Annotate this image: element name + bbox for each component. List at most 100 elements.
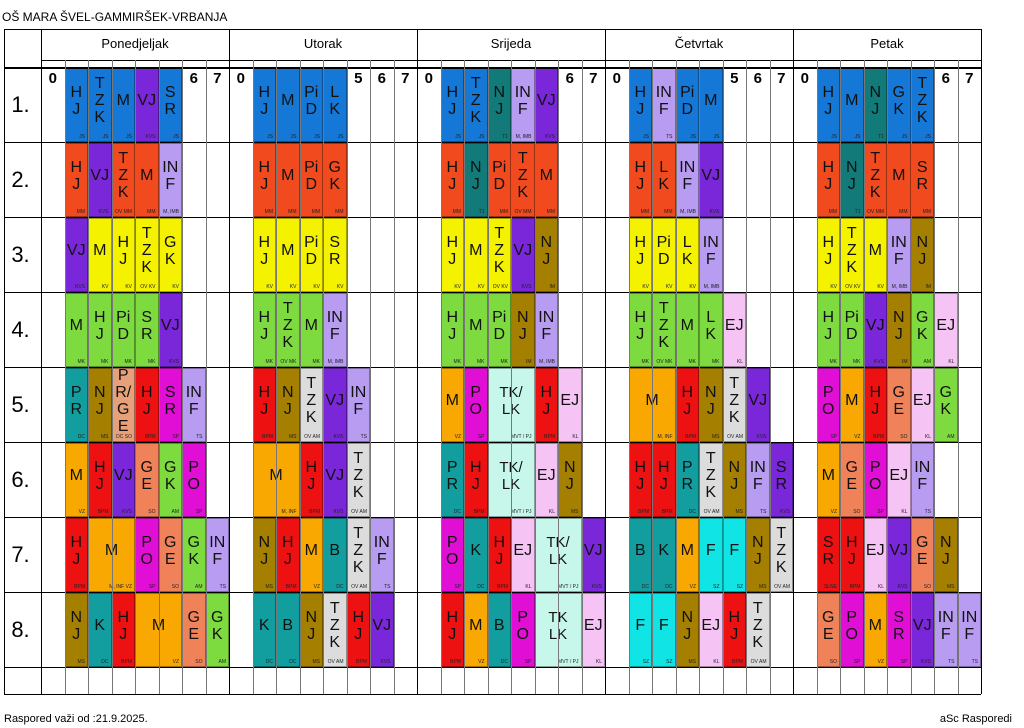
lesson-cell[interactable]: N J MS bbox=[675, 593, 699, 667]
lesson-cell[interactable]: P R DC bbox=[675, 443, 699, 517]
lesson-cell[interactable]: H J BPM bbox=[346, 593, 370, 667]
lesson-cell[interactable]: M VZ bbox=[64, 443, 88, 517]
lesson-cell[interactable]: H J JS bbox=[628, 68, 652, 142]
lesson-cell[interactable]: VJ KVS bbox=[511, 218, 535, 292]
lesson-cell[interactable]: G E SO bbox=[135, 443, 159, 517]
lesson-cell[interactable]: VJ KVS bbox=[746, 368, 770, 442]
lesson-cell[interactable]: G K MM bbox=[323, 143, 347, 217]
lesson-cell[interactable]: G E SO bbox=[887, 368, 911, 442]
lesson-cell[interactable]: N J T1 bbox=[840, 143, 864, 217]
lesson-cell[interactable]: K DC bbox=[464, 518, 488, 592]
lesson-cell[interactable]: VJ KVS bbox=[887, 518, 911, 592]
lesson-cell[interactable]: VJ KVS bbox=[323, 368, 347, 442]
lesson-cell[interactable]: H J BPM bbox=[88, 443, 112, 517]
lesson-cell[interactable]: L K MM bbox=[652, 143, 676, 217]
lesson-cell[interactable]: T Z K JS bbox=[88, 68, 112, 142]
lesson-cell[interactable]: H J BPM bbox=[675, 368, 699, 442]
lesson-cell[interactable]: M JS bbox=[699, 68, 723, 142]
lesson-cell[interactable]: IN F M, IMB bbox=[323, 293, 347, 367]
lesson-cell[interactable]: G K KV bbox=[158, 218, 182, 292]
lesson-cell[interactable]: H J BPM bbox=[863, 368, 887, 442]
lesson-cell[interactable]: S R MM bbox=[910, 143, 934, 217]
lesson-cell[interactable]: K DC bbox=[88, 593, 112, 667]
lesson-cell[interactable]: H J BPM bbox=[487, 518, 511, 592]
lesson-cell[interactable]: N J T1 bbox=[464, 143, 488, 217]
lesson-cell[interactable]: P O SP bbox=[182, 443, 206, 517]
lesson-cell[interactable]: Pi D KV bbox=[652, 218, 676, 292]
lesson-cell[interactable]: IN F M, IMB bbox=[887, 218, 911, 292]
lesson-cell[interactable]: M VZ bbox=[840, 368, 864, 442]
lesson-cell[interactable]: N J MS bbox=[64, 593, 88, 667]
lesson-cell[interactable]: B DC bbox=[323, 518, 347, 592]
lesson-cell[interactable]: S R KVS bbox=[769, 443, 793, 517]
lesson-cell[interactable]: H J BPM bbox=[111, 593, 135, 667]
lesson-cell[interactable]: H J MK bbox=[440, 293, 464, 367]
lesson-cell[interactable]: P O SP bbox=[840, 593, 864, 667]
lesson-cell[interactable]: H J KV bbox=[816, 218, 840, 292]
lesson-cell[interactable]: IN F TS bbox=[746, 443, 770, 517]
lesson-cell[interactable]: M VZ bbox=[440, 368, 464, 442]
lesson-cell[interactable]: H J KV bbox=[252, 218, 276, 292]
lesson-cell[interactable]: M MK bbox=[64, 293, 88, 367]
lesson-cell[interactable]: EJ KL bbox=[863, 518, 887, 592]
lesson-cell[interactable]: H J BPM bbox=[652, 443, 676, 517]
lesson-cell[interactable]: T Z K OV AM bbox=[746, 593, 770, 667]
lesson-cell[interactable]: T Z K OV MM bbox=[511, 143, 535, 217]
lesson-cell[interactable]: IN F TS bbox=[346, 368, 370, 442]
lesson-cell[interactable]: T Z K OV MM bbox=[111, 143, 135, 217]
lesson-cell[interactable]: IN F TS bbox=[205, 518, 229, 592]
lesson-cell[interactable]: EJ KL bbox=[910, 368, 934, 442]
lesson-cell[interactable]: T Z K OV AM bbox=[346, 518, 370, 592]
lesson-cell[interactable]: H J MK bbox=[628, 293, 652, 367]
lesson-cell[interactable]: H J BPM bbox=[464, 443, 488, 517]
lesson-cell[interactable]: G K JS bbox=[887, 68, 911, 142]
lesson-cell[interactable]: H J BPM bbox=[252, 368, 276, 442]
lesson-cell[interactable]: F SZ bbox=[699, 518, 723, 592]
lesson-cell[interactable]: S R SP bbox=[158, 368, 182, 442]
lesson-cell[interactable]: IN F TS bbox=[957, 593, 981, 667]
lesson-cell[interactable]: N J T1 bbox=[863, 68, 887, 142]
lesson-cell[interactable]: IN F M, IMB bbox=[534, 293, 558, 367]
lesson-cell[interactable]: T Z K OV MK bbox=[652, 293, 676, 367]
lesson-cell[interactable]: M VZ bbox=[863, 593, 887, 667]
lesson-cell[interactable]: L K JS bbox=[323, 68, 347, 142]
lesson-cell[interactable]: F SZ bbox=[652, 593, 676, 667]
lesson-cell[interactable]: T Z K JS bbox=[910, 68, 934, 142]
lesson-cell[interactable]: VJ KVS bbox=[323, 443, 347, 517]
lesson-cell[interactable]: N J MS bbox=[252, 518, 276, 592]
lesson-cell[interactable]: IN F TS bbox=[910, 443, 934, 517]
lesson-cell[interactable]: Pi D KV bbox=[299, 218, 323, 292]
lesson-cell[interactable]: VJ KVS bbox=[910, 593, 934, 667]
lesson-cell[interactable]: B DC bbox=[487, 593, 511, 667]
lesson-cell[interactable]: M KV bbox=[863, 218, 887, 292]
lesson-cell[interactable]: G E SO bbox=[910, 518, 934, 592]
lesson-cell[interactable]: N J T1 bbox=[487, 68, 511, 142]
lesson-cell[interactable]: H J MM bbox=[252, 143, 276, 217]
lesson-cell[interactable]: H J MM bbox=[440, 143, 464, 217]
lesson-cell[interactable]: Pi D MK bbox=[111, 293, 135, 367]
lesson-cell[interactable]: H J MK bbox=[816, 293, 840, 367]
lesson-cell[interactable]: T Z K JS bbox=[464, 68, 488, 142]
lesson-cell[interactable]: G K AM bbox=[158, 443, 182, 517]
lesson-cell[interactable]: T Z K OV AM bbox=[699, 443, 723, 517]
lesson-cell[interactable]: IN F M, IMB bbox=[675, 143, 699, 217]
lesson-cell[interactable]: N J MS bbox=[699, 368, 723, 442]
lesson-cell[interactable]: T Z K OV MK bbox=[276, 293, 300, 367]
lesson-cell[interactable]: Pi D MK bbox=[840, 293, 864, 367]
lesson-cell[interactable]: P O SP bbox=[863, 443, 887, 517]
lesson-cell[interactable]: T Z K OV KV bbox=[135, 218, 159, 292]
lesson-cell[interactable]: P R/ G E DC SO bbox=[111, 368, 135, 442]
lesson-cell[interactable]: G E SO bbox=[840, 443, 864, 517]
lesson-cell[interactable]: Pi D MM bbox=[487, 143, 511, 217]
lesson-cell[interactable]: EJ KL bbox=[934, 293, 958, 367]
lesson-cell[interactable]: P O SP bbox=[135, 518, 159, 592]
lesson-cell[interactable]: H J KV bbox=[440, 218, 464, 292]
lesson-cell[interactable]: T Z K OV AM bbox=[346, 443, 370, 517]
lesson-cell[interactable]: M MK bbox=[464, 293, 488, 367]
lesson-cell[interactable]: M KV bbox=[88, 218, 112, 292]
lesson-cell[interactable]: L K MK bbox=[699, 293, 723, 367]
lesson-cell[interactable]: P R DC bbox=[440, 443, 464, 517]
lesson-cell[interactable]: M VZ bbox=[464, 593, 488, 667]
lesson-cell[interactable]: N J MS bbox=[299, 593, 323, 667]
lesson-cell[interactable]: H J KV bbox=[111, 218, 135, 292]
